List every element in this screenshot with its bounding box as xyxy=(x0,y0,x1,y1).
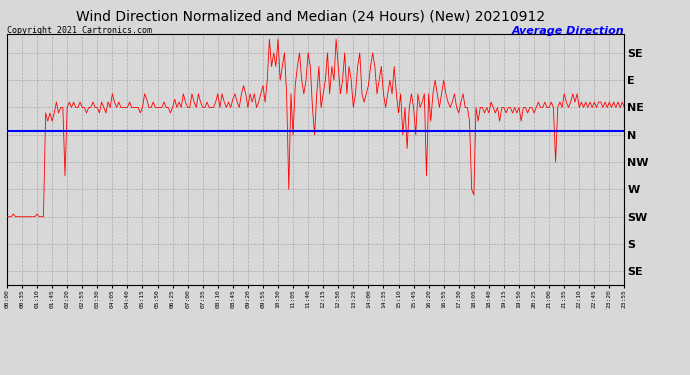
Text: Average Direction: Average Direction xyxy=(512,26,624,36)
Text: Copyright 2021 Cartronics.com: Copyright 2021 Cartronics.com xyxy=(7,26,152,35)
Text: Wind Direction Normalized and Median (24 Hours) (New) 20210912: Wind Direction Normalized and Median (24… xyxy=(76,9,545,23)
